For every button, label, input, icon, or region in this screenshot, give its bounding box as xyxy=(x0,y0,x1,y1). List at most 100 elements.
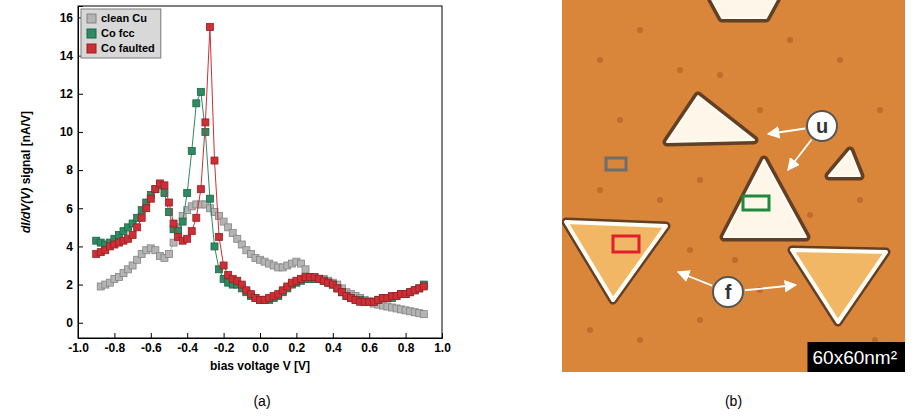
surface-spot xyxy=(732,257,738,263)
scale-label: 60x60nm² xyxy=(813,347,898,368)
tick-label: 16 xyxy=(60,11,74,25)
tick-mark xyxy=(224,333,225,338)
data-point xyxy=(170,220,177,227)
surface-spot xyxy=(697,317,703,323)
data-point xyxy=(134,224,141,231)
tick-label: 1.0 xyxy=(434,341,451,355)
tick: 0 xyxy=(66,316,83,330)
tick-label: 2 xyxy=(66,278,73,292)
surface-spot xyxy=(677,67,683,73)
tick: 6 xyxy=(66,202,83,216)
panel-caption: (a) xyxy=(253,393,270,409)
surface-spot xyxy=(637,337,643,343)
callout-arrow xyxy=(788,139,812,170)
legend-marker xyxy=(87,44,96,53)
tick-mark xyxy=(78,285,83,286)
image-background xyxy=(562,0,905,372)
tick-mark xyxy=(151,333,152,338)
measurement-area xyxy=(606,158,626,170)
island-halo xyxy=(710,0,778,18)
tick-label: 14 xyxy=(60,49,74,63)
surface-spot xyxy=(857,197,863,203)
tick: -0.8 xyxy=(105,333,126,355)
x-axis: -1.0-0.8-0.6-0.4-0.20.00.20.40.60.81.0 xyxy=(68,333,451,355)
tick-mark xyxy=(260,333,261,338)
series xyxy=(93,88,428,305)
tick-label: 0.2 xyxy=(289,341,306,355)
data-point xyxy=(179,218,186,225)
x-axis-title: bias voltage V [V] xyxy=(210,359,310,373)
series xyxy=(93,23,428,305)
surface-spot xyxy=(837,57,843,63)
data-point xyxy=(129,231,136,238)
surface-spot xyxy=(657,197,663,203)
panel-a: -1.0-0.8-0.6-0.4-0.20.00.20.40.60.81.002… xyxy=(19,6,451,409)
axis-line xyxy=(79,333,443,339)
scale-box xyxy=(808,342,906,372)
data-point xyxy=(184,189,191,196)
surface-spot xyxy=(597,187,603,193)
tick: 12 xyxy=(60,87,83,101)
tick-label: -0.6 xyxy=(141,341,162,355)
island-faulted xyxy=(792,250,886,322)
tick: 16 xyxy=(60,11,83,25)
tick-label: 0.6 xyxy=(361,341,378,355)
data-point xyxy=(193,214,200,221)
surface-spot xyxy=(787,37,793,43)
y-axis-title: dI/dV(V) signal [nA/V] xyxy=(19,111,33,233)
island-unfaulted xyxy=(667,96,754,142)
island-halo xyxy=(829,151,860,176)
tick-label: 4 xyxy=(66,240,73,254)
tick-label: 6 xyxy=(66,202,73,216)
data-point xyxy=(202,119,209,126)
tick: 14 xyxy=(60,49,83,63)
tick-mark xyxy=(187,333,188,338)
panel-b: uf60x60nm²(b) xyxy=(562,0,905,409)
tick-mark xyxy=(78,246,83,247)
tick-label: -0.2 xyxy=(214,341,235,355)
callout-arrow xyxy=(678,272,712,286)
tick: 4 xyxy=(66,240,83,254)
data-point xyxy=(420,283,427,290)
data-point xyxy=(166,251,173,258)
tick: 10 xyxy=(60,125,83,139)
callout-label: u xyxy=(816,115,828,137)
data-point xyxy=(193,100,200,107)
data-point xyxy=(143,205,150,212)
data-point xyxy=(188,228,195,235)
data-point xyxy=(147,195,154,202)
tick: 0.4 xyxy=(325,333,342,355)
tick: -0.6 xyxy=(141,333,162,355)
data-point xyxy=(206,23,213,30)
data-point xyxy=(420,311,427,318)
legend: clean CuCo fccCo faulted xyxy=(81,9,161,58)
tick-mark xyxy=(78,170,83,171)
surface-spot xyxy=(757,107,763,113)
legend-marker xyxy=(87,14,96,23)
tick-label: 10 xyxy=(60,125,74,139)
data-point xyxy=(197,186,204,193)
tick-label: 0.0 xyxy=(252,341,269,355)
data-point xyxy=(302,266,309,273)
tick-mark xyxy=(406,333,407,338)
data-point xyxy=(138,214,145,221)
series-line xyxy=(101,204,424,314)
legend-label: Co faulted xyxy=(101,42,155,54)
island-halo xyxy=(792,250,886,322)
island-faulted xyxy=(566,222,666,300)
tick-mark xyxy=(442,333,443,338)
tick-mark xyxy=(78,323,83,324)
figure: -1.0-0.8-0.6-0.4-0.20.00.20.40.60.81.002… xyxy=(0,0,918,417)
stm-image: uf xyxy=(562,0,905,372)
callout-circle xyxy=(807,111,837,141)
tick-label: 8 xyxy=(66,163,73,177)
tick: 0.0 xyxy=(252,333,269,355)
tick-mark xyxy=(114,333,115,338)
surface-spot xyxy=(587,327,593,333)
tick-label: 0.4 xyxy=(325,341,342,355)
tick-label: -0.4 xyxy=(177,341,198,355)
surface-spot xyxy=(687,247,693,253)
callout-arrow xyxy=(768,128,805,134)
series-line xyxy=(96,27,424,302)
data-point xyxy=(216,233,223,240)
